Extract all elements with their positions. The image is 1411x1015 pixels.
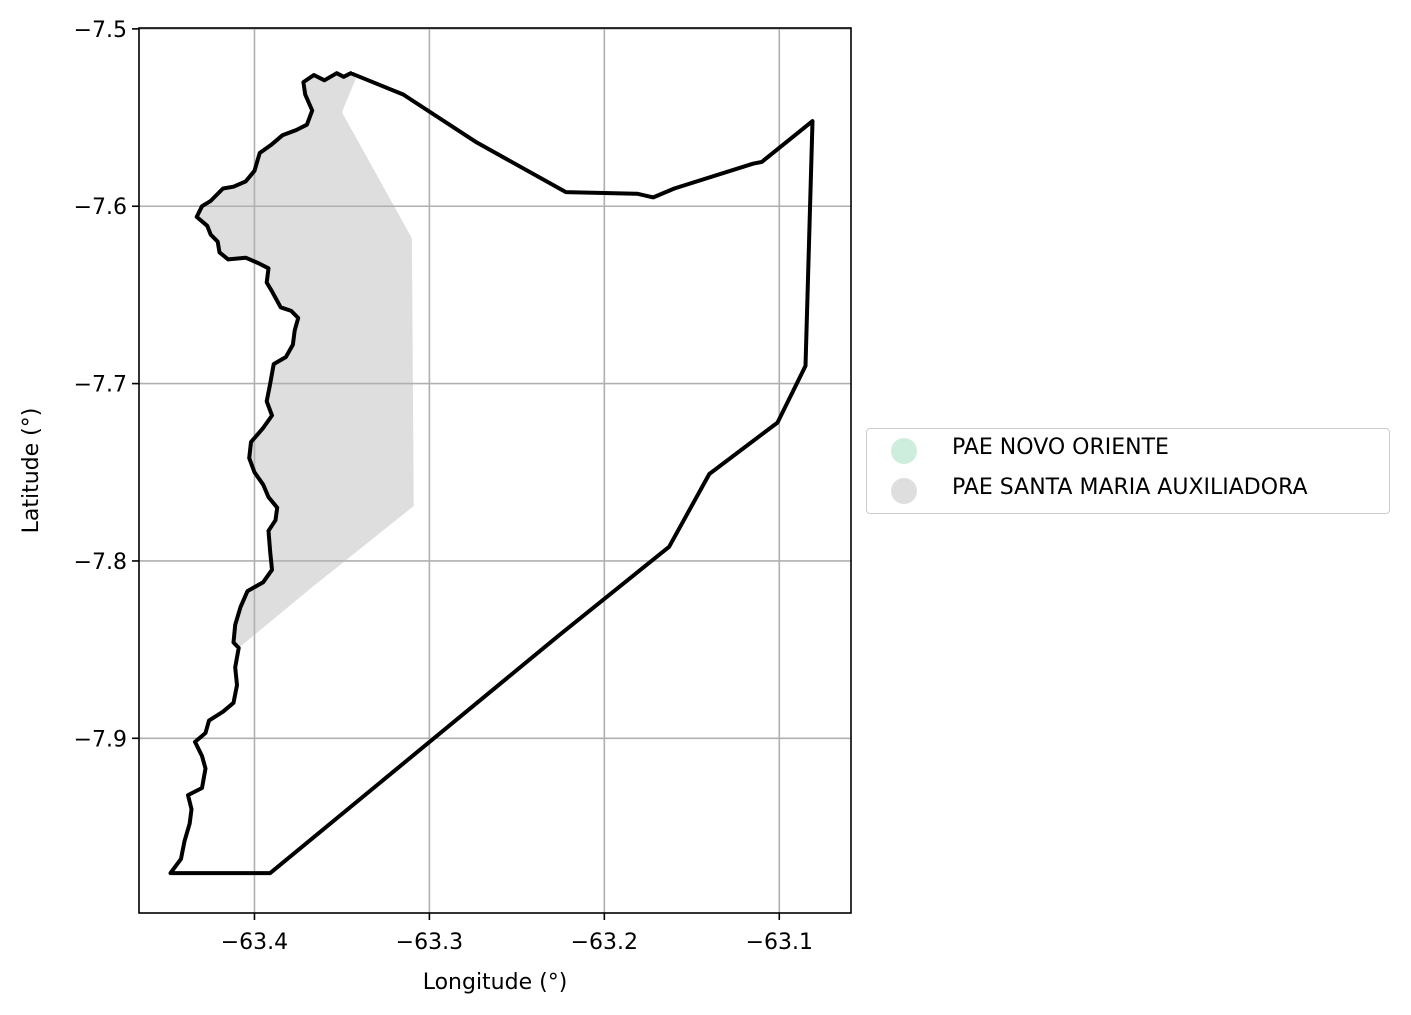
x-tick-label: −63.4 [221,930,288,955]
plot-area [139,28,851,913]
y-axis-label: Latitude (°) [19,408,44,534]
x-tick-label: −63.3 [396,930,463,955]
x-axis-label: Longitude (°) [423,970,568,995]
y-tick-label: −7.6 [74,195,127,220]
y-tick-label: −7.8 [74,550,127,575]
y-tick-label: −7.7 [74,373,127,398]
y-tick-label: −7.9 [74,727,127,752]
axes-frame [138,27,852,914]
boundary-outline [168,71,815,876]
plot-content [139,28,851,913]
legend-marker-icon [891,438,917,464]
legend-item-novo-oriente: PAE NOVO ORIENTE [867,430,1389,470]
y-tick-label: −7.5 [74,18,127,43]
legend-marker-icon [891,478,917,504]
legend-label: PAE NOVO ORIENTE [952,435,1169,460]
settlement-region-santa-maria [196,73,414,648]
legend: PAE NOVO ORIENTE PAE SANTA MARIA AUXILIA… [866,428,1390,514]
legend-item-santa-maria: PAE SANTA MARIA AUXILIADORA [867,470,1389,510]
legend-label: PAE SANTA MARIA AUXILIADORA [952,475,1308,500]
x-tick-label: −63.1 [746,930,813,955]
x-tick-label: −63.2 [571,930,638,955]
